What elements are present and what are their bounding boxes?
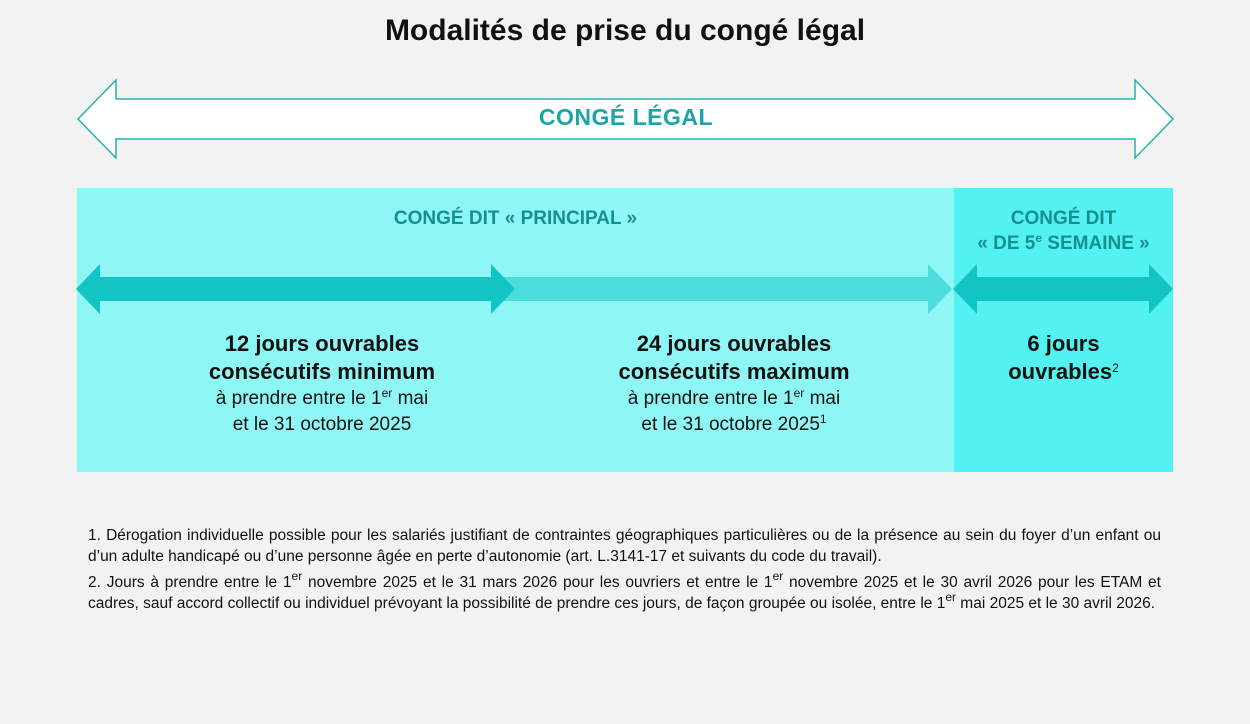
- footnotes: 1. Dérogation individuelle possible pour…: [88, 526, 1161, 620]
- conge-legal-label: CONGÉ LÉGAL: [538, 104, 714, 130]
- footnote-1: 1. Dérogation individuelle possible pour…: [88, 527, 1161, 565]
- principal-panel: [77, 188, 954, 472]
- maximum-period-line1: à prendre entre le 1er mai: [627, 386, 841, 409]
- maximum-title-line1: 24 jours ouvrables: [636, 331, 832, 356]
- maximum-block: 24 jours ouvrables consécutifs maximum à…: [524, 330, 944, 438]
- footnote-ref-1: 1: [819, 412, 827, 426]
- fifth-week-title-line2: ouvrables2: [1008, 359, 1119, 384]
- footnote-ref-2: 2: [1112, 361, 1119, 375]
- fifth-week-heading-line2: « DE 5e SEMAINE »: [977, 231, 1150, 254]
- maximum-title-line2: consécutifs maximum: [618, 359, 850, 384]
- minimum-period-line2: et le 31 octobre 2025: [232, 414, 412, 435]
- page-title: Modalités de prise du congé légal: [384, 14, 866, 47]
- fifth-week-panel: [954, 188, 1173, 472]
- minimum-title-line1: 12 jours ouvrables: [224, 331, 420, 356]
- fifth-week-heading-line1: CONGÉ DIT: [1010, 208, 1117, 229]
- fifth-week-heading: CONGÉ DIT « DE 5e SEMAINE »: [954, 206, 1173, 256]
- minimum-block: 12 jours ouvrables consécutifs minimum à…: [112, 330, 532, 438]
- footnote-2: 2. Jours à prendre entre le 1er novembre…: [88, 569, 1161, 612]
- double-arrow-icon: [76, 78, 1175, 160]
- fifth-week-block: 6 jours ouvrables2: [954, 330, 1173, 386]
- principal-heading: CONGÉ DIT « PRINCIPAL »: [393, 208, 638, 229]
- minimum-period-line1: à prendre entre le 1er mai: [215, 386, 429, 409]
- minimum-title-line2: consécutifs minimum: [208, 359, 436, 384]
- fifth-week-title-line1: 6 jours: [1027, 331, 1100, 356]
- maximum-period-line2: et le 31 octobre 20251: [641, 412, 827, 435]
